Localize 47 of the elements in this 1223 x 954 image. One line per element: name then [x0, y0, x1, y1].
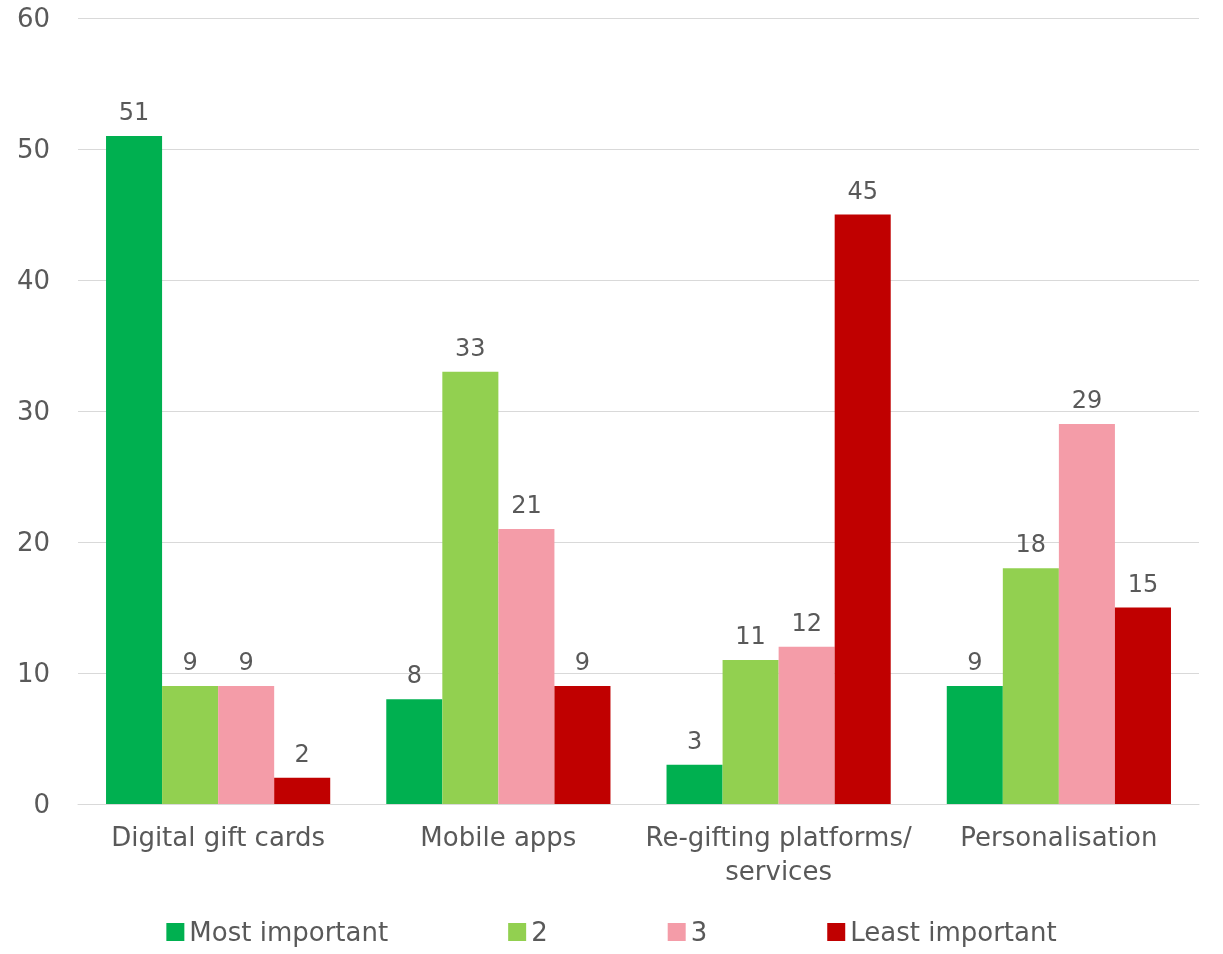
y-tick-label: 10: [16, 658, 50, 688]
x-tick-label: Personalisation: [960, 822, 1158, 852]
data-label: 8: [406, 661, 422, 690]
bar: [666, 764, 723, 804]
data-label: 51: [118, 97, 150, 126]
data-label: 9: [574, 648, 591, 677]
data-label: 12: [791, 608, 822, 637]
y-tick-label: 30: [16, 396, 50, 426]
bar: [162, 686, 219, 804]
legend-label: Most important: [189, 917, 389, 947]
data-label: 2: [294, 739, 310, 768]
data-label: 45: [847, 176, 878, 205]
y-tick-label: 60: [16, 3, 50, 33]
y-tick-label: 20: [16, 527, 50, 557]
x-tick-label: Digital gift cards: [111, 822, 326, 852]
data-label: 9: [238, 648, 254, 677]
bar: [722, 659, 779, 804]
bar: [946, 686, 1003, 804]
bar: [554, 686, 611, 804]
y-tick-label: 50: [16, 134, 50, 164]
bar: [274, 777, 331, 804]
y-tick-label: 0: [33, 789, 50, 819]
bar: [442, 371, 499, 804]
bar: [1114, 607, 1171, 804]
x-tick-label: Re-gifting platforms/services: [645, 822, 912, 886]
data-label: 18: [1015, 530, 1047, 559]
data-label: 11: [735, 621, 766, 650]
bar: [778, 646, 835, 804]
data-label: 9: [182, 648, 198, 677]
bar: [386, 699, 443, 804]
bar: [218, 686, 275, 804]
bar: [1058, 424, 1115, 804]
bar: [106, 135, 163, 804]
legend-label: 2: [531, 917, 548, 947]
bar: [498, 528, 555, 804]
bar: [834, 214, 891, 804]
data-label: 9: [967, 648, 983, 677]
bar: [1002, 568, 1059, 804]
x-tick-label: Mobile apps: [420, 822, 577, 852]
legend-label: 3: [690, 917, 708, 947]
legend-label: Least important: [850, 917, 1057, 947]
data-label: 15: [1127, 569, 1159, 598]
data-label: 29: [1071, 386, 1103, 415]
y-tick-label: 40: [16, 265, 50, 295]
data-label: 3: [686, 726, 703, 755]
data-label: 33: [455, 333, 486, 362]
data-label: 21: [511, 490, 542, 519]
